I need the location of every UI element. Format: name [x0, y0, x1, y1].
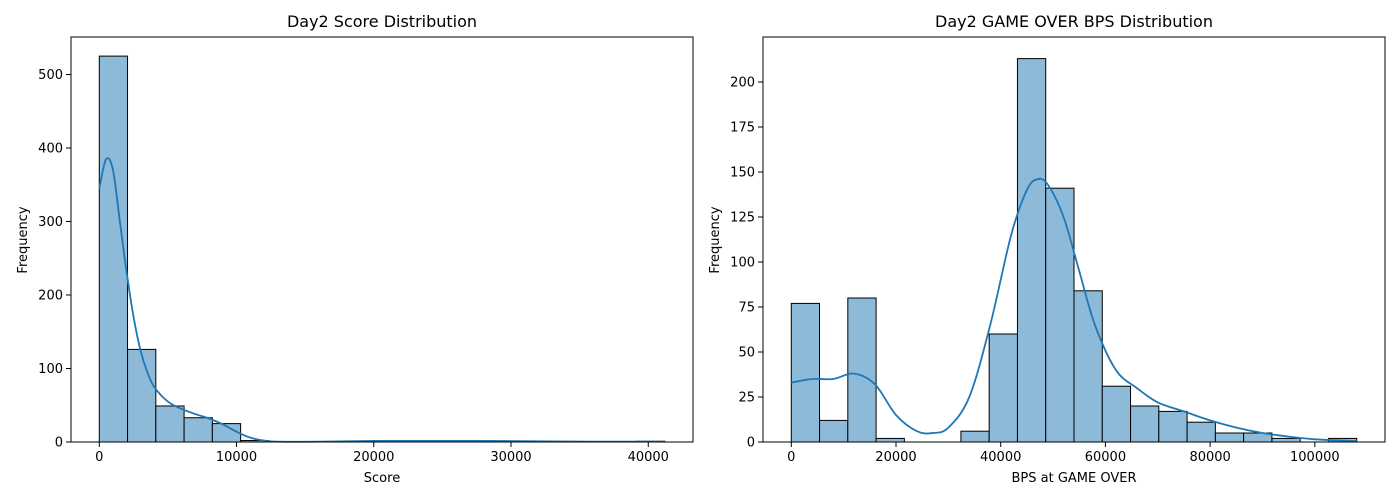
histogram-bar: [875, 437, 905, 443]
histogram-bar: [1158, 410, 1188, 443]
histogram-bar: [155, 405, 185, 443]
histogram-bar: [988, 333, 1018, 443]
histogram-bar: [1130, 405, 1160, 443]
histogram-bar: [1186, 421, 1216, 443]
y-tick-label: 75: [738, 301, 755, 316]
x-tick-label: 60000: [1085, 450, 1126, 465]
y-tick-label: 50: [738, 346, 755, 361]
x-tick-label: 20000: [875, 450, 916, 465]
y-tick-label: 175: [730, 121, 755, 136]
y-axis-ticks: 0 25 50 75 100 125 150 175 200: [730, 76, 763, 451]
x-tick-label: 0: [787, 450, 795, 465]
y-tick-label: 100: [38, 362, 63, 377]
chart-bps-distribution: 0 20000 40000 60000 80000 100000 0 25 50 75 100 12…: [708, 12, 1386, 486]
y-tick-label: 0: [747, 436, 755, 451]
x-tick-label: 40000: [628, 450, 669, 465]
x-axis-ticks: 0 10000 20000 30000 40000: [95, 442, 669, 465]
x-tick-label: 30000: [490, 450, 531, 465]
y-tick-label: 125: [730, 211, 755, 226]
histogram-bar: [1271, 437, 1301, 443]
x-tick-label: 100000: [1290, 450, 1340, 465]
chart-score-distribution: 0 10000 20000 30000 40000 0 100 200 300 400 500 D…: [16, 12, 694, 486]
y-tick-label: 500: [38, 68, 63, 83]
y-tick-label: 200: [38, 288, 63, 303]
x-axis-ticks: 0 20000 40000 60000 80000 100000: [787, 442, 1340, 465]
histogram-bars: [790, 58, 1358, 443]
y-tick-label: 200: [730, 76, 755, 91]
histogram-bar: [1101, 385, 1132, 443]
y-tick-label: 0: [55, 436, 63, 451]
histogram-bar: [1045, 187, 1075, 443]
plot-area: [71, 37, 693, 442]
histogram-bar: [183, 417, 213, 443]
chart-title: Day2 GAME OVER BPS Distribution: [935, 12, 1213, 31]
histogram-bar: [1073, 290, 1103, 443]
x-axis-label: Score: [364, 471, 400, 486]
y-tick-label: 25: [738, 391, 755, 406]
y-axis-ticks: 0 100 200 300 400 500: [38, 68, 71, 451]
plot-frame: [762, 36, 1386, 443]
y-tick-label: 400: [38, 141, 63, 156]
plot-frame: [70, 36, 694, 443]
histogram-bar: [1214, 432, 1245, 443]
y-tick-label: 150: [730, 166, 755, 181]
histogram-bar: [819, 419, 849, 443]
histogram-bar: [847, 297, 877, 443]
y-tick-label: 100: [730, 256, 755, 271]
histogram-bar: [790, 302, 821, 443]
histogram-bar: [127, 348, 157, 443]
x-tick-label: 80000: [1189, 450, 1230, 465]
x-tick-label: 0: [95, 450, 103, 465]
kde-curve: [98, 157, 665, 443]
kde-curve: [791, 177, 1357, 442]
histogram-bar: [960, 430, 990, 443]
x-tick-label: 10000: [216, 450, 257, 465]
y-axis-label: Frequency: [16, 206, 31, 273]
y-tick-label: 300: [38, 215, 63, 230]
x-tick-label: 20000: [353, 450, 394, 465]
x-tick-label: 40000: [980, 450, 1021, 465]
x-axis-label: BPS at GAME OVER: [1011, 471, 1136, 486]
histogram-bar: [1016, 58, 1047, 443]
y-axis-label: Frequency: [708, 206, 723, 273]
chart-title: Day2 Score Distribution: [287, 12, 477, 31]
